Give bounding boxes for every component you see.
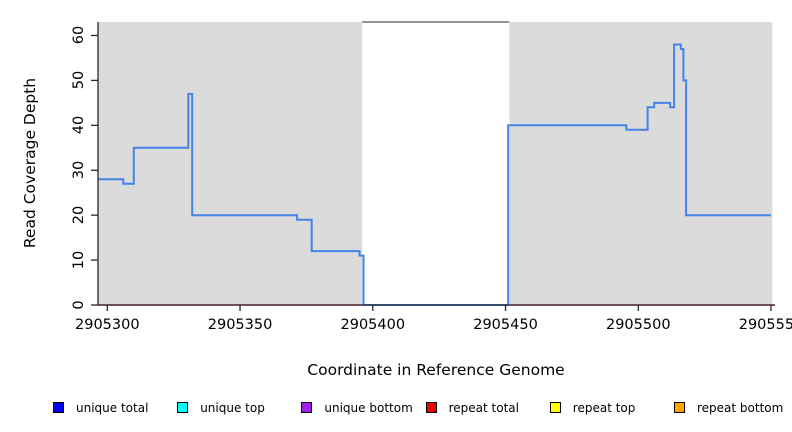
x-tick-label: 2905500 [605, 317, 671, 333]
legend-swatch-unique-bottom [301, 402, 313, 413]
legend-swatch-unique-top [177, 402, 189, 413]
series-unique-total-line [98, 43, 771, 306]
legend-item-unique-bottom: unique bottom [301, 399, 413, 416]
y-tick-label: 50 [71, 71, 87, 90]
legend-label: unique top [200, 400, 265, 415]
y-tick-label: 30 [71, 161, 87, 180]
y-tick-label: 0 [71, 300, 87, 310]
x-tick-label: 2905300 [74, 317, 140, 333]
legend-item-repeat-total: repeat total [425, 399, 519, 416]
y-tick-label: 20 [71, 205, 87, 225]
legend-label: repeat bottom [697, 400, 784, 415]
aligned-region-right [509, 22, 773, 305]
x-tick-label: 2905450 [473, 317, 538, 333]
y-axis-title: Read Coverage Depth [21, 77, 39, 249]
legend-label: repeat top [572, 400, 636, 415]
legend-swatch-repeat-top [549, 402, 561, 413]
y-tick-label: 40 [71, 116, 87, 135]
legend-item-unique-top: unique top [177, 399, 265, 416]
legend-item-repeat-top: repeat top [549, 399, 636, 416]
y-tick-label: 10 [71, 250, 87, 270]
legend-item-unique-total: unique total [53, 399, 148, 416]
legend-label: unique bottom [324, 400, 413, 415]
legend-label: unique total [76, 400, 149, 415]
legend-swatch-repeat-bottom [674, 402, 685, 413]
aligned-region-left [98, 22, 363, 305]
x-tick-label: 2905350 [207, 317, 273, 333]
legend-item-repeat-bottom: repeat bottom [674, 399, 783, 416]
x-axis-title: Coordinate in Reference Genome [307, 361, 565, 379]
legend-swatch-repeat-total [425, 402, 437, 413]
legend-label: repeat total [448, 400, 519, 415]
legend-swatch-unique-total [53, 402, 64, 413]
y-tick-label: 60 [71, 26, 87, 45]
x-tick-label: 2905400 [340, 317, 406, 333]
